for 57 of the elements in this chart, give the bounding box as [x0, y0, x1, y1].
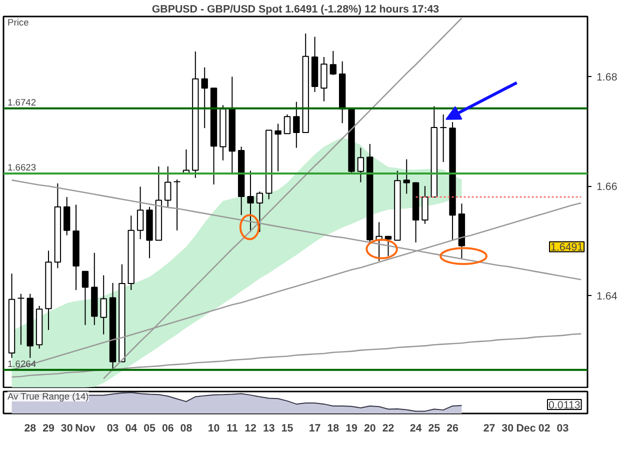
x-tick-label: 03 — [556, 422, 569, 434]
x-tick-label: 18 — [327, 422, 340, 434]
x-tick-label: 08 — [180, 422, 192, 434]
candlestick — [136, 186, 144, 240]
candlestick — [247, 170, 254, 233]
y-axis-title: Price — [8, 18, 29, 28]
candlestick — [64, 196, 70, 236]
y-tick-label: 1.64 — [596, 290, 618, 302]
y-tick-label: 1.68 — [596, 72, 618, 84]
x-tick-label: 05 — [144, 422, 156, 434]
x-tick-label: 11 — [226, 422, 238, 434]
candlestick — [384, 236, 392, 257]
candlestick — [357, 147, 364, 183]
annotation: 0.0113 — [548, 400, 580, 412]
x-tick-label: 02 — [538, 422, 550, 434]
x-tick-label: 10 — [208, 422, 220, 434]
x-tick-label: 03 — [106, 422, 119, 434]
x-tick-label: 19 — [346, 422, 358, 434]
candlestick — [422, 186, 428, 224]
x-tick-label: 15 — [281, 422, 294, 434]
x-tick-label: 26 — [446, 422, 459, 434]
candlestick — [164, 166, 172, 208]
candlestick — [403, 158, 410, 194]
x-tick-label: Dec — [516, 422, 536, 434]
x-tick-label: 22 — [382, 422, 394, 434]
x-tick-label: 30 — [502, 422, 514, 434]
x-tick-label: 17 — [308, 422, 321, 434]
candlestick — [330, 50, 336, 76]
candlestick — [284, 114, 291, 134]
x-tick-label: 13 — [262, 422, 275, 434]
x-tick-label: 24 — [410, 422, 422, 434]
y-tick-label: 1.66 — [596, 181, 618, 194]
x-tick-label: 28 — [24, 422, 36, 434]
candlestick — [293, 101, 300, 148]
candlestick — [256, 191, 264, 233]
x-tick-label: Nov — [75, 422, 96, 434]
x-tick-label: 12 — [244, 422, 257, 434]
candlestick — [173, 179, 181, 231]
chart-title: Av True Range (14) — [8, 392, 89, 402]
candlestick — [100, 274, 107, 335]
x-tick-label: 20 — [364, 422, 376, 434]
ref-line-label: 1.6742 — [8, 97, 36, 108]
candlestick — [82, 270, 89, 326]
x-tick-label: 27 — [483, 422, 496, 434]
candlestick — [17, 293, 25, 346]
chart-title: GBPUSD - GBP/USD Spot 1.6491 (-1.28%) 12 hours 17:43 — [152, 4, 440, 16]
ref-line-label: 1.6623 — [8, 162, 36, 173]
x-tick-label: 25 — [428, 422, 440, 434]
x-tick-label: 04 — [125, 422, 138, 434]
x-tick-label: 30 — [60, 422, 73, 434]
candlestick — [274, 123, 282, 172]
candlestick — [440, 114, 448, 163]
candlestick — [201, 66, 208, 129]
x-tick-label: 06 — [162, 422, 174, 434]
annotation: 1.6491 — [550, 242, 584, 254]
x-tick-label: 29 — [42, 422, 54, 434]
ref-line-label: 1.6264 — [8, 358, 36, 369]
